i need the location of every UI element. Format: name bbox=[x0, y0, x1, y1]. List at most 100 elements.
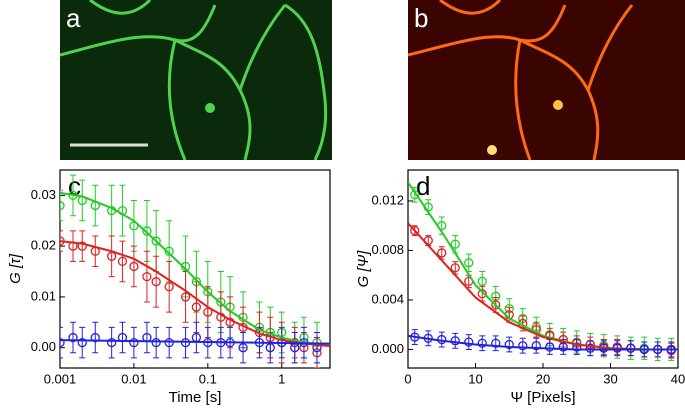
error-bar bbox=[60, 230, 63, 252]
error-bar bbox=[108, 184, 115, 237]
error-bar bbox=[291, 331, 298, 364]
error-bar bbox=[153, 326, 160, 359]
error-bar bbox=[108, 235, 115, 278]
error-bar bbox=[79, 179, 86, 222]
data-point bbox=[491, 338, 501, 348]
error-bar bbox=[492, 335, 499, 352]
error-bar bbox=[108, 326, 115, 359]
data-point bbox=[129, 337, 139, 348]
error-bar bbox=[119, 184, 126, 237]
x-tick-label: 10 bbox=[468, 371, 482, 386]
data-point bbox=[151, 277, 161, 287]
data-point bbox=[129, 261, 139, 272]
data-point bbox=[164, 337, 174, 348]
error-bar bbox=[92, 235, 99, 267]
fit-line bbox=[60, 240, 330, 348]
error-bar bbox=[465, 253, 472, 272]
y-tick-label: 0.02 bbox=[31, 238, 56, 253]
y-tick-label: 0.012 bbox=[371, 192, 404, 207]
error-bar bbox=[79, 230, 86, 262]
error-bar bbox=[479, 335, 486, 352]
fit-line bbox=[60, 191, 330, 347]
y-tick-label: 0.00 bbox=[31, 339, 56, 354]
data-point bbox=[558, 342, 568, 352]
panel-label: c bbox=[68, 171, 81, 201]
data-point bbox=[191, 302, 202, 312]
fit-line bbox=[408, 181, 678, 351]
plot-frame bbox=[59, 169, 331, 369]
error-bar bbox=[119, 240, 126, 283]
error-bar bbox=[411, 186, 418, 203]
error-bar bbox=[193, 321, 200, 354]
panel-label: d bbox=[416, 171, 430, 201]
y-tick-label: 0.03 bbox=[31, 187, 56, 202]
data-point bbox=[450, 336, 460, 346]
error-bar bbox=[313, 331, 320, 364]
error-bar bbox=[130, 326, 137, 359]
panel-label: a bbox=[66, 3, 81, 33]
fit-line bbox=[60, 339, 330, 345]
y-tick-label: 0.01 bbox=[31, 288, 56, 303]
data-point bbox=[151, 337, 161, 348]
data-point bbox=[77, 241, 87, 251]
x-tick-label: 0.1 bbox=[199, 371, 217, 386]
error-bar bbox=[79, 326, 86, 359]
error-bar bbox=[452, 332, 459, 349]
x-tick-label: 30 bbox=[603, 371, 617, 386]
data-point bbox=[107, 337, 117, 348]
plot-area bbox=[60, 174, 330, 368]
image-b: b bbox=[408, 0, 685, 160]
data-point bbox=[142, 226, 152, 236]
data-point bbox=[164, 282, 174, 292]
data-point bbox=[450, 263, 460, 273]
data-point bbox=[464, 337, 474, 347]
error-bar bbox=[506, 336, 513, 353]
chart: 0.000 0.004 0.008 0.012 0 10 20 30 40 Ψ [Pixels] G… bbox=[355, 169, 685, 406]
error-bar bbox=[60, 189, 63, 222]
error-bar bbox=[587, 340, 594, 357]
error-bar bbox=[573, 339, 580, 355]
x-axis-label: Ψ [Pixels] bbox=[510, 389, 575, 406]
image-a: a bbox=[60, 0, 332, 160]
y-tick-label: 0.000 bbox=[371, 341, 404, 356]
data-point bbox=[117, 256, 128, 267]
data-point bbox=[477, 289, 487, 299]
data-point bbox=[464, 258, 474, 268]
data-point bbox=[180, 292, 191, 302]
error-bar bbox=[130, 245, 137, 288]
data-point bbox=[142, 271, 152, 282]
error-bar bbox=[546, 339, 553, 355]
error-bar bbox=[92, 184, 99, 227]
data-point bbox=[585, 343, 595, 353]
error-bar bbox=[130, 199, 137, 252]
data-point bbox=[545, 342, 555, 352]
x-tick-label: 0.01 bbox=[121, 371, 146, 386]
x-tick-label: 1 bbox=[278, 371, 285, 386]
error-bar bbox=[119, 321, 126, 354]
y-tick-label: 0.008 bbox=[371, 242, 404, 257]
plot-area bbox=[408, 181, 678, 362]
data-point bbox=[477, 338, 487, 348]
fit-line bbox=[408, 334, 678, 351]
data-point bbox=[60, 337, 65, 348]
data-point bbox=[491, 300, 501, 310]
data-point bbox=[531, 341, 541, 351]
data-point bbox=[164, 246, 174, 256]
data-point bbox=[504, 339, 514, 350]
error-bar bbox=[70, 321, 77, 354]
data-point bbox=[238, 343, 248, 353]
data-point bbox=[477, 276, 487, 287]
error-bar bbox=[143, 321, 150, 354]
data-point bbox=[410, 225, 420, 236]
error-bar bbox=[166, 326, 173, 359]
error-bar bbox=[438, 331, 445, 348]
data-point bbox=[77, 337, 87, 348]
data-point bbox=[572, 342, 582, 352]
x-tick-label: 20 bbox=[536, 371, 550, 386]
data-point bbox=[60, 200, 65, 211]
data-point bbox=[518, 341, 528, 351]
error-bar bbox=[465, 334, 472, 350]
chart: 0.00 0.01 0.02 0.03 0.001 0.01 0.1 1 Time [s] G [… bbox=[7, 169, 331, 406]
data-point bbox=[450, 239, 460, 249]
